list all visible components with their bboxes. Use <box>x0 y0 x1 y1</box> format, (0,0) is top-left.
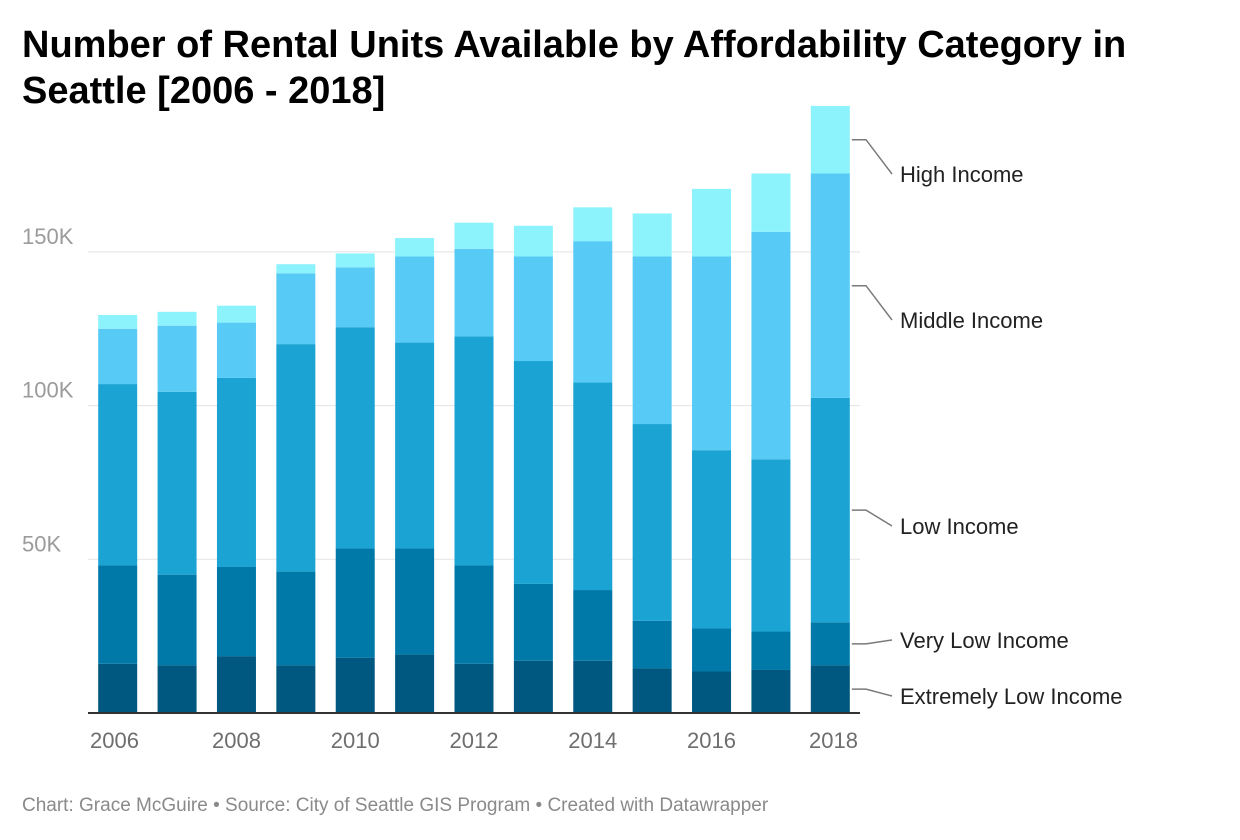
bar-segment <box>395 548 435 655</box>
bar-segment <box>276 344 316 572</box>
legend-leader-line <box>851 509 893 527</box>
bar-segment <box>335 548 375 658</box>
legend-label: Very Low Income <box>900 628 1069 653</box>
bar-segment <box>751 459 791 632</box>
bar-segment <box>751 631 791 670</box>
bar-segment <box>692 450 732 629</box>
bar-segment <box>216 305 256 323</box>
chart-title: Number of Rental Units Available by Affo… <box>22 24 1127 112</box>
legend-leader-line <box>851 284 893 321</box>
bar-segment <box>454 663 494 713</box>
bar-segment <box>335 327 375 549</box>
bar-segment <box>335 657 375 713</box>
x-tick-label: 2014 <box>568 728 617 753</box>
bars <box>98 105 850 713</box>
source-credit: Source: City of Seattle GIS Program <box>225 795 531 816</box>
bar-segment <box>751 669 791 713</box>
bar-segment <box>513 660 553 713</box>
bar-segment <box>513 225 553 257</box>
bar-segment <box>513 361 553 584</box>
bar-segment <box>454 222 494 249</box>
bar-segment <box>276 264 316 274</box>
bar-segment <box>810 622 850 666</box>
bar-segment <box>810 397 850 623</box>
bar-segment <box>157 574 197 666</box>
bar-segment <box>216 656 256 713</box>
legend-label: Middle Income <box>900 308 1043 333</box>
bar-segment <box>810 665 850 713</box>
bar-segment <box>810 173 850 398</box>
tool-credit: Created with Datawrapper <box>547 795 769 816</box>
separator: • <box>535 795 543 816</box>
bar-segment <box>216 377 256 567</box>
legend-leader-line <box>851 688 893 697</box>
bar-segment <box>632 213 672 257</box>
bar-segment <box>276 273 316 345</box>
bar-segment <box>573 207 613 242</box>
bar-segment <box>98 565 138 664</box>
x-tick-label: 2010 <box>331 728 380 753</box>
bar-segment <box>513 256 553 362</box>
bar-segment <box>335 253 375 268</box>
bar-segment <box>216 566 256 657</box>
bar-segment <box>98 328 138 385</box>
bar-segment <box>632 424 672 621</box>
legend-label: Extremely Low Income <box>900 684 1123 709</box>
y-axis-ticks: 50K 100K 150K <box>22 224 74 556</box>
bar-segment <box>810 105 850 174</box>
bar-segment <box>573 241 613 383</box>
y-tick-label: 50K <box>22 531 61 556</box>
bar-segment <box>632 620 672 669</box>
bar-segment <box>692 671 732 713</box>
legend-label: Low Income <box>900 514 1019 539</box>
bar-segment <box>98 663 138 713</box>
bar-segment <box>395 342 435 549</box>
bar-segment <box>157 325 197 392</box>
bar-segment <box>157 311 197 326</box>
bar-segment <box>454 565 494 664</box>
x-tick-label: 2016 <box>687 728 736 753</box>
separator: • <box>213 795 220 816</box>
y-tick-label: 150K <box>22 224 74 249</box>
x-tick-label: 2008 <box>212 728 261 753</box>
bar-segment <box>157 391 197 575</box>
bar-segment <box>632 256 672 425</box>
bar-segment <box>276 571 316 666</box>
x-tick-label: 2018 <box>809 728 858 753</box>
bar-segment <box>276 665 316 713</box>
bar-segment <box>573 382 613 591</box>
bar-segment <box>454 336 494 566</box>
bar-segment <box>692 628 732 672</box>
chart-credit: Chart: Grace McGuire <box>22 795 208 816</box>
bar-segment <box>751 231 791 460</box>
bar-segment <box>216 322 256 378</box>
bar-segment <box>513 583 553 661</box>
legend: Extremely Low Income Very Low Income Low I… <box>851 138 1123 709</box>
legend-leader-line <box>851 138 893 175</box>
bar-segment <box>751 173 791 232</box>
x-tick-label: 2006 <box>90 728 139 753</box>
bar-segment <box>335 267 375 328</box>
bar-segment <box>692 256 732 451</box>
bar-segment <box>573 660 613 713</box>
bar-segment <box>157 665 197 713</box>
footer: Chart: Grace McGuire • Source: City of S… <box>22 795 768 817</box>
bar-segment <box>632 668 672 713</box>
x-axis-ticks: 2006 2008 2010 2012 2014 2016 2018 <box>90 728 858 753</box>
bar-segment <box>98 384 138 566</box>
bar-segment <box>395 256 435 343</box>
x-tick-label: 2012 <box>450 728 499 753</box>
bar-segment <box>454 248 494 337</box>
bar-segment <box>395 654 435 713</box>
legend-label: High Income <box>900 162 1024 187</box>
bar-segment <box>692 188 732 257</box>
bar-segment <box>573 590 613 661</box>
legend-leader-line <box>851 639 893 645</box>
y-tick-label: 100K <box>22 378 74 403</box>
bar-segment <box>98 314 138 329</box>
bar-segment <box>395 238 435 257</box>
